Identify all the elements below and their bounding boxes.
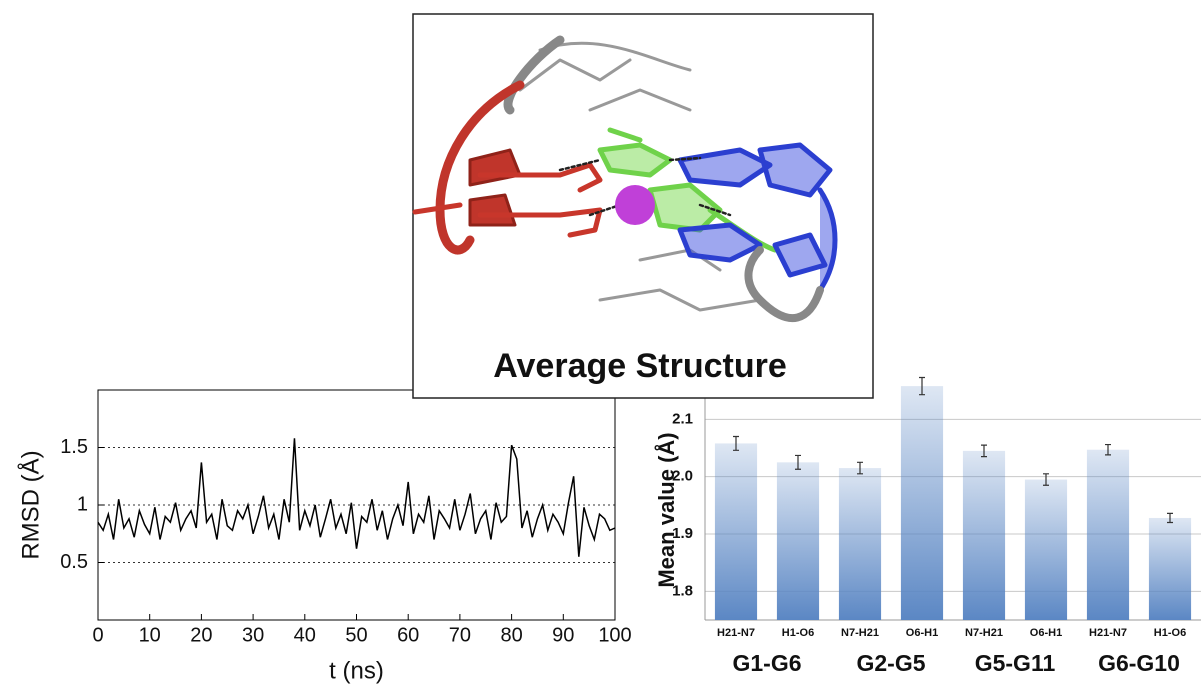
ion — [615, 185, 655, 225]
x-tick-label: N7-H21 — [841, 627, 879, 639]
x-tick-label: H1-O6 — [1154, 627, 1186, 639]
y-tick-label: 0.5 — [60, 551, 88, 573]
bar — [777, 462, 819, 620]
structure-panel: Average Structure — [413, 14, 873, 398]
x-tick-label: H21-N7 — [717, 627, 755, 639]
bar — [1025, 480, 1067, 620]
y-tick-label: 1.5 — [60, 436, 88, 458]
x-tick-label: 0 — [92, 624, 103, 646]
structure-caption: Average Structure — [493, 347, 787, 385]
group-label: G5-G11 — [975, 650, 1056, 676]
y-axis-label: RMSD (Å) — [16, 450, 44, 559]
y-tick-label: 2.1 — [672, 410, 693, 427]
line-series — [98, 438, 615, 556]
x-tick-label: 70 — [449, 624, 471, 646]
bar — [1087, 450, 1129, 620]
x-tick-label: 60 — [397, 624, 419, 646]
group-label: G2-G5 — [856, 650, 925, 676]
bar — [715, 443, 757, 620]
x-tick-label: 80 — [500, 624, 522, 646]
bar — [901, 386, 943, 620]
x-tick-label: 40 — [294, 624, 316, 646]
x-tick-label: 90 — [552, 624, 574, 646]
x-tick-label: O6-H1 — [906, 627, 938, 639]
group-label: G6-G10 — [1098, 650, 1180, 676]
x-tick-label: H21-N7 — [1089, 627, 1127, 639]
y-tick-label: 1 — [77, 493, 88, 515]
y-axis-label: Mean value (Å) — [653, 432, 679, 587]
figure: 0.5 1 1.5 0 10 20 30 40 50 60 70 80 90 100 t (ns) RMSD … — [0, 0, 1201, 691]
x-tick-label: 50 — [345, 624, 367, 646]
x-tick-label: 10 — [139, 624, 161, 646]
x-axis-label: t (ns) — [329, 657, 384, 684]
bar — [839, 468, 881, 620]
bar — [963, 451, 1005, 620]
x-tick-label: N7-H21 — [965, 627, 1003, 639]
charts: 0.5 1 1.5 0 10 20 30 40 50 60 70 80 90 100 t (ns) RMSD … — [0, 0, 1201, 691]
group-label: G1-G6 — [732, 650, 801, 676]
x-tick-label: O6-H1 — [1030, 627, 1062, 639]
x-tick-label: H1-O6 — [782, 627, 814, 639]
x-tick-label: 100 — [598, 624, 631, 646]
x-tick-label: 30 — [242, 624, 264, 646]
x-tick-label: 20 — [190, 624, 212, 646]
bar — [1149, 518, 1191, 620]
